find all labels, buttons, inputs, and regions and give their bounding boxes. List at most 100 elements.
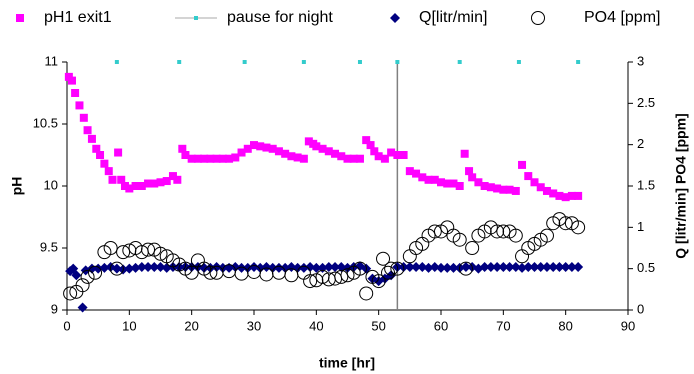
marker xyxy=(479,262,490,273)
marker xyxy=(424,175,433,184)
x-tick-label: 80 xyxy=(558,318,572,333)
marker xyxy=(330,262,341,273)
y2-tick-label: 3 xyxy=(637,53,644,68)
marker xyxy=(381,265,396,280)
marker xyxy=(63,286,78,301)
marker xyxy=(452,232,467,247)
marker xyxy=(362,136,371,145)
marker xyxy=(366,141,375,150)
marker xyxy=(412,169,421,178)
y-tick-label: 10.5 xyxy=(33,115,58,130)
marker xyxy=(116,245,131,260)
marker xyxy=(411,262,422,273)
marker xyxy=(99,262,110,273)
marker xyxy=(449,179,458,188)
marker xyxy=(423,262,434,273)
marker xyxy=(249,262,259,273)
marker xyxy=(177,60,182,64)
marker xyxy=(230,262,241,273)
marker xyxy=(293,153,302,162)
x-tick-label: 10 xyxy=(122,318,136,333)
marker xyxy=(573,262,584,273)
marker xyxy=(75,278,90,293)
marker xyxy=(334,269,349,284)
marker xyxy=(304,137,313,146)
marker xyxy=(77,302,88,313)
marker xyxy=(137,182,146,190)
marker xyxy=(299,154,308,163)
x-tick-label: 60 xyxy=(434,318,448,333)
marker xyxy=(380,154,389,163)
marker xyxy=(109,261,124,276)
marker xyxy=(243,144,252,153)
marker xyxy=(212,154,221,163)
marker xyxy=(548,262,559,273)
y2-axis-title: Q [litr/min] PO4 [ppm] xyxy=(673,113,689,258)
marker xyxy=(371,274,386,289)
marker xyxy=(542,186,551,195)
marker xyxy=(460,262,471,273)
x-tick-label: 20 xyxy=(184,318,198,333)
marker xyxy=(268,144,277,153)
x-axis-title: time [hr] xyxy=(319,355,375,371)
marker xyxy=(505,185,514,194)
marker xyxy=(516,60,521,64)
marker xyxy=(558,216,573,231)
marker xyxy=(529,262,540,273)
marker xyxy=(436,262,446,273)
marker xyxy=(352,261,367,276)
marker xyxy=(173,175,182,184)
legend-marker xyxy=(390,13,400,23)
marker xyxy=(200,154,209,163)
marker xyxy=(153,246,168,261)
marker xyxy=(492,262,503,273)
marker xyxy=(555,191,564,200)
marker xyxy=(337,152,346,161)
marker xyxy=(511,186,520,195)
marker xyxy=(370,147,379,156)
marker xyxy=(355,154,364,163)
marker xyxy=(376,251,391,266)
marker xyxy=(517,262,528,273)
marker xyxy=(430,175,439,184)
marker xyxy=(305,262,316,273)
marker xyxy=(168,172,177,181)
marker xyxy=(474,178,483,187)
marker xyxy=(342,262,353,273)
marker xyxy=(141,242,156,257)
marker xyxy=(144,179,153,188)
marker xyxy=(357,60,362,64)
marker xyxy=(100,159,109,168)
y2-tick-label: 1 xyxy=(637,219,644,234)
marker xyxy=(554,262,565,273)
y2-tick-label: 2.5 xyxy=(637,95,655,110)
marker xyxy=(485,262,496,273)
marker xyxy=(465,167,474,176)
marker xyxy=(498,262,509,273)
marker xyxy=(443,179,452,188)
marker xyxy=(178,144,187,153)
marker xyxy=(429,262,440,273)
marker xyxy=(143,262,154,273)
marker xyxy=(465,241,480,255)
marker xyxy=(510,262,521,273)
x-tick-label: 70 xyxy=(496,318,510,333)
marker xyxy=(96,151,105,159)
marker xyxy=(312,142,321,151)
marker xyxy=(359,286,374,301)
marker xyxy=(468,173,477,182)
marker xyxy=(124,263,135,274)
marker xyxy=(331,149,340,158)
legend-label: PO4 [ppm] xyxy=(584,9,660,26)
y2-tick-label: 0.5 xyxy=(637,260,655,275)
marker xyxy=(460,149,469,158)
legend-marker xyxy=(531,11,545,25)
marker xyxy=(524,172,533,181)
marker xyxy=(490,224,505,239)
marker xyxy=(508,228,523,243)
marker xyxy=(576,60,581,64)
x-tick-label: 40 xyxy=(309,318,323,333)
marker xyxy=(395,60,400,64)
marker xyxy=(399,151,408,159)
legend-label: pH1 exit1 xyxy=(44,9,112,26)
